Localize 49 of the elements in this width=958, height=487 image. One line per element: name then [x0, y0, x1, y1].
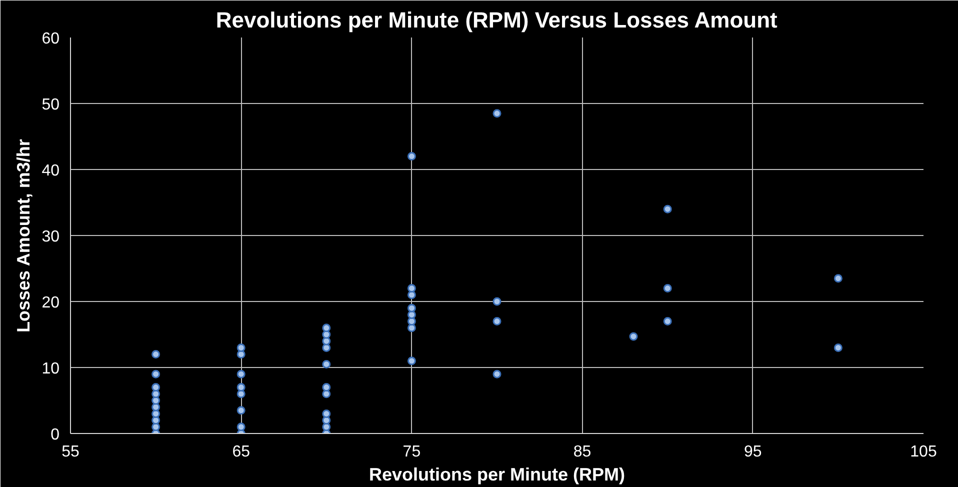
point	[492, 109, 502, 118]
y-tick-label: 30	[42, 228, 60, 246]
point	[663, 204, 672, 214]
point	[492, 370, 502, 378]
y-tick-label: 40	[42, 162, 60, 180]
x-tick-label: 65	[232, 444, 250, 460]
point	[152, 383, 160, 392]
y-tick-label: 10	[42, 360, 60, 378]
point	[492, 297, 502, 306]
point	[322, 416, 331, 425]
point	[236, 406, 246, 415]
point	[236, 350, 246, 359]
point	[322, 383, 331, 392]
point	[407, 324, 416, 332]
point	[407, 317, 416, 326]
point	[834, 274, 842, 283]
point	[152, 416, 160, 425]
point	[322, 360, 331, 368]
point	[236, 343, 246, 352]
point	[407, 152, 416, 161]
y-axis-title: Losses Amount, m3/hr	[14, 139, 34, 333]
point	[322, 324, 331, 332]
point	[407, 356, 416, 366]
point	[322, 409, 331, 418]
point	[236, 370, 246, 378]
point	[152, 350, 160, 359]
point	[492, 317, 502, 326]
chart-title: Revolutions per Minute (RPM) Versus Losses Amount	[216, 8, 778, 32]
point	[236, 383, 246, 392]
point	[407, 284, 416, 293]
x-tick-label: 75	[402, 444, 421, 460]
y-tick-label: 0	[50, 426, 60, 444]
point	[407, 290, 416, 300]
x-axis-title: Revolutions per Minute (RPM)	[369, 464, 626, 484]
point	[663, 317, 672, 326]
point	[834, 343, 842, 352]
point	[663, 284, 672, 293]
point	[629, 332, 638, 341]
point	[152, 370, 160, 378]
x-tick-label: 85	[573, 444, 592, 460]
x-tick-label: 95	[744, 444, 762, 460]
point	[152, 402, 160, 412]
x-tick-label: 55	[62, 444, 80, 460]
point	[236, 422, 246, 432]
x-tick-label: 105	[910, 444, 937, 460]
point	[407, 304, 416, 312]
y-tick-label: 50	[42, 96, 60, 114]
y-tick-label: 60	[42, 30, 60, 48]
y-tick-label: 20	[42, 294, 60, 312]
